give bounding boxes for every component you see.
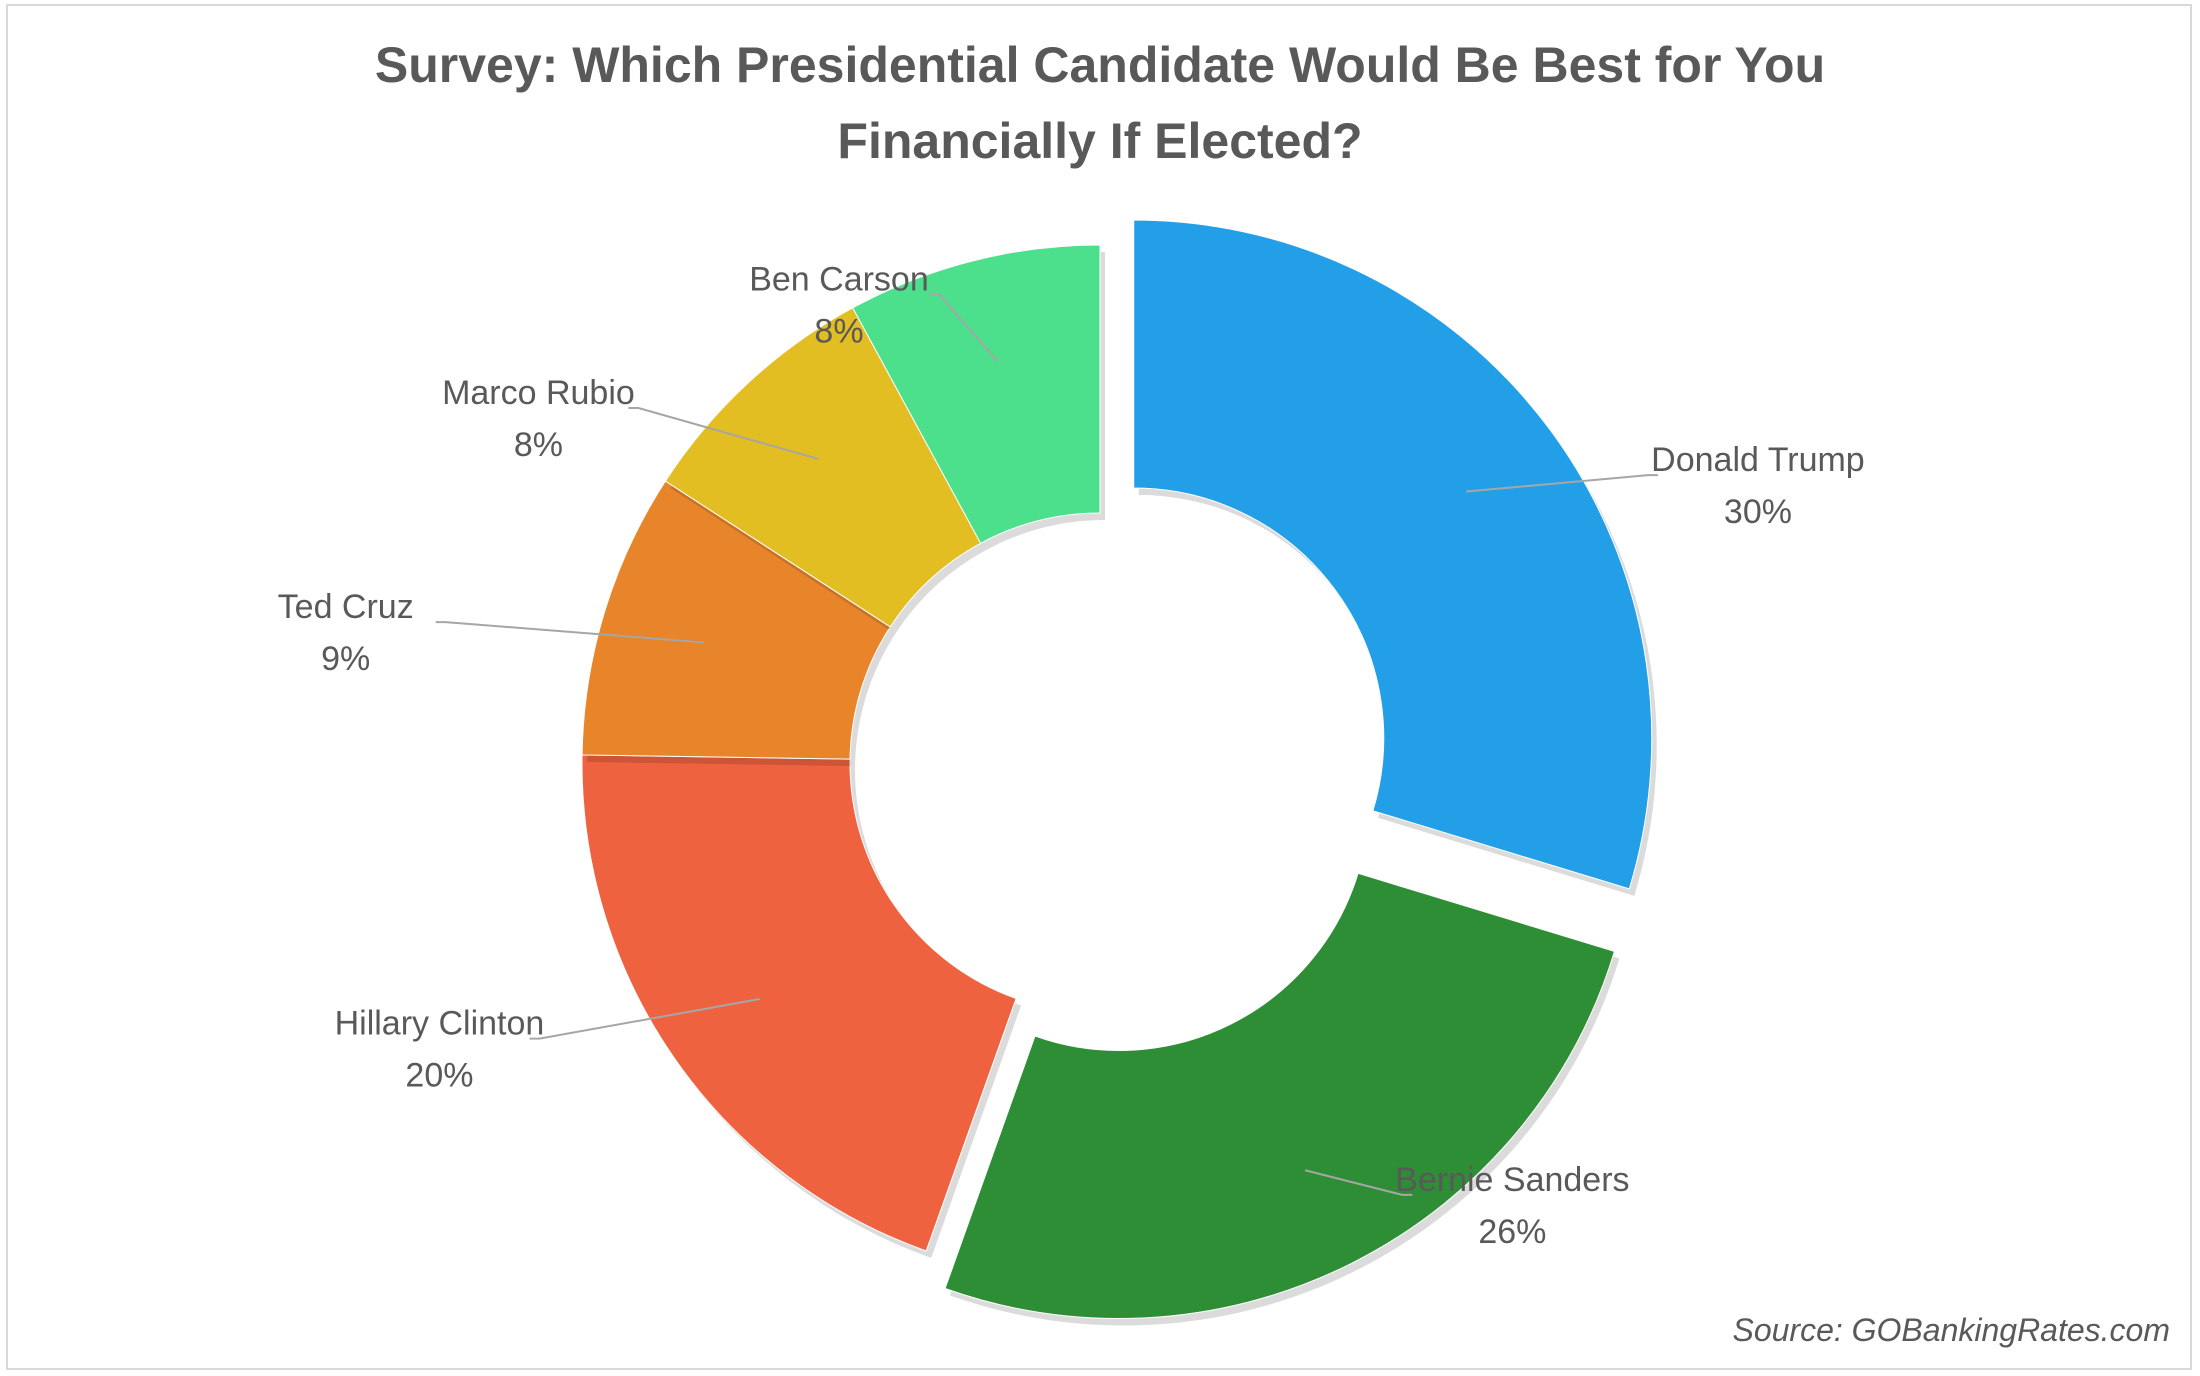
category-label-ted-cruz: Ted Cruz: [278, 588, 414, 626]
slice-ben-carson[interactable]: [852, 244, 1101, 545]
value-label-donald-trump: 30%: [1724, 493, 1792, 531]
leader-line-bernie-sanders: [1304, 1169, 1413, 1196]
category-label-ben-carson: Ben Carson: [749, 260, 929, 298]
slice-bernie-sanders[interactable]: [944, 872, 1616, 1319]
leader-line-donald-trump: [1466, 474, 1658, 493]
leader-line-ted-cruz: [435, 621, 705, 644]
value-label-ben-carson: 8%: [814, 312, 863, 350]
category-label-donald-trump: Donald Trump: [1651, 441, 1865, 479]
slice-hillary-clinton[interactable]: [581, 754, 1017, 1252]
slices-group: [581, 219, 1657, 1326]
leader-line-marco-rubio: [628, 407, 820, 461]
data-labels-group: Donald Trump 30% Bernie Sanders 26% Hillary …: [278, 260, 1865, 1251]
category-label-hillary-clinton: Hillary Clinton: [335, 1005, 545, 1043]
leader-line-ben-carson: [928, 293, 999, 363]
value-label-hillary-clinton: 20%: [405, 1057, 473, 1095]
slice-ted-cruz[interactable]: [581, 480, 891, 760]
category-label-bernie-sanders: Bernie Sanders: [1395, 1161, 1629, 1199]
chart-title-line-1: Survey: Which Presidential Candidate Wou…: [375, 37, 1825, 93]
slice-donald-trump[interactable]: [1133, 219, 1653, 890]
source-note: Source: GOBankingRates.com: [1732, 1312, 2170, 1348]
chart-title-line-2: Financially If Elected?: [837, 113, 1362, 169]
leader-lines-group: [435, 293, 1658, 1196]
leader-line-hillary-clinton: [529, 998, 761, 1040]
value-label-ted-cruz: 9%: [321, 640, 370, 678]
value-label-bernie-sanders: 26%: [1478, 1213, 1546, 1251]
value-label-marco-rubio: 8%: [514, 426, 563, 464]
category-label-marco-rubio: Marco Rubio: [442, 374, 635, 412]
